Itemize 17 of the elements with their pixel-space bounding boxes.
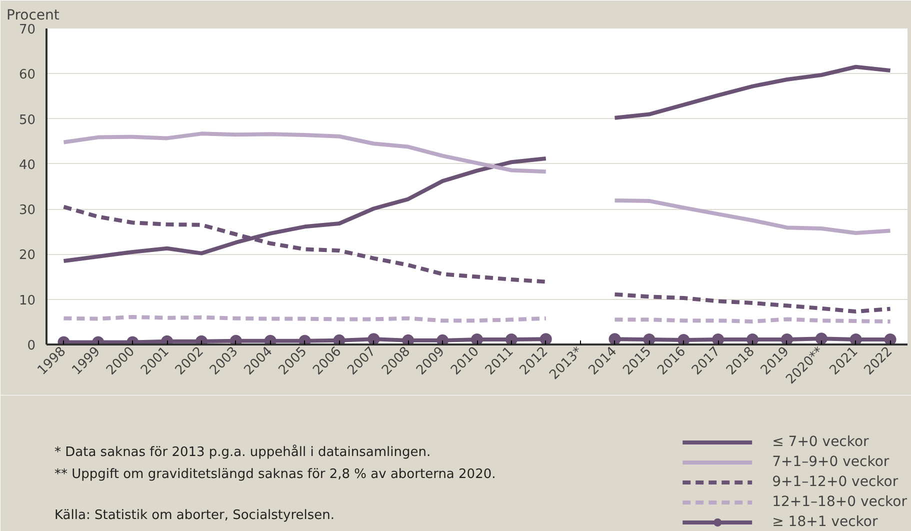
legend-label: 9+1–12+0 veckor (772, 473, 898, 491)
legend-label: 12+1–18+0 veckor (772, 493, 907, 511)
y-tick-label: 70 (18, 22, 36, 38)
y-tick-label: 60 (18, 68, 36, 83)
legend-label: ≥ 18+1 veckor (772, 513, 878, 531)
y-tick-label: 30 (18, 203, 36, 218)
y-tick-label: 40 (18, 158, 36, 173)
legend-label: ≤ 7+0 veckor (772, 433, 869, 451)
text: ** Uppgift om graviditetslängd saknas för 2,8 % av aborterna 2020. (54, 467, 496, 482)
y-tick-label: 50 (18, 112, 36, 128)
y-tick-label: 0 (27, 338, 36, 354)
y-tick-label: 20 (18, 248, 36, 264)
text: * Data saknas för 2013 p.g.a. uppehåll i datainsamlingen. (54, 444, 431, 460)
y-axis-title: Procent (6, 8, 60, 24)
legend-label: 7+1–9+0 veckor (772, 453, 890, 471)
text: Källa: Statistik om aborter, Socialstyrelsen. (54, 508, 335, 523)
y-tick-label: 10 (18, 293, 36, 308)
